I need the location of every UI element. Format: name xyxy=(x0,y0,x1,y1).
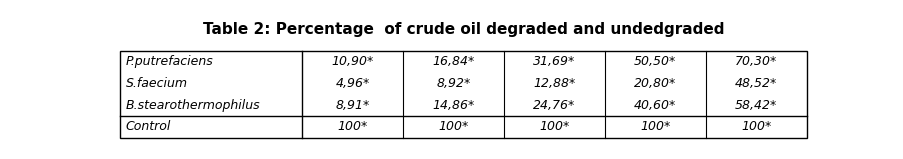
Text: 58,42*: 58,42* xyxy=(734,99,777,112)
Text: 100*: 100* xyxy=(740,121,770,133)
Text: 8,92*: 8,92* xyxy=(436,77,470,90)
Text: Control: Control xyxy=(126,121,171,133)
Text: 40,60*: 40,60* xyxy=(633,99,675,112)
Text: 8,91*: 8,91* xyxy=(335,99,369,112)
Text: 100*: 100* xyxy=(337,121,368,133)
Text: Table 2: Percentage  of crude oil degraded and undedgraded: Table 2: Percentage of crude oil degrade… xyxy=(202,22,723,37)
Text: 14,86*: 14,86* xyxy=(432,99,474,112)
Text: 100*: 100* xyxy=(538,121,569,133)
Text: 48,52*: 48,52* xyxy=(734,77,777,90)
Text: 16,84*: 16,84* xyxy=(432,55,474,68)
Text: 70,30*: 70,30* xyxy=(734,55,777,68)
Text: 24,76*: 24,76* xyxy=(533,99,575,112)
Text: 20,80*: 20,80* xyxy=(633,77,675,90)
Text: B.stearothermophilus: B.stearothermophilus xyxy=(126,99,260,112)
Text: S.faecium: S.faecium xyxy=(126,77,188,90)
Text: 100*: 100* xyxy=(639,121,670,133)
Text: 4,96*: 4,96* xyxy=(335,77,369,90)
Text: 12,88*: 12,88* xyxy=(533,77,575,90)
Text: 100*: 100* xyxy=(438,121,468,133)
Text: P.putrefaciens: P.putrefaciens xyxy=(126,55,213,68)
Text: 50,50*: 50,50* xyxy=(633,55,675,68)
Text: 31,69*: 31,69* xyxy=(533,55,575,68)
Text: 10,90*: 10,90* xyxy=(330,55,373,68)
